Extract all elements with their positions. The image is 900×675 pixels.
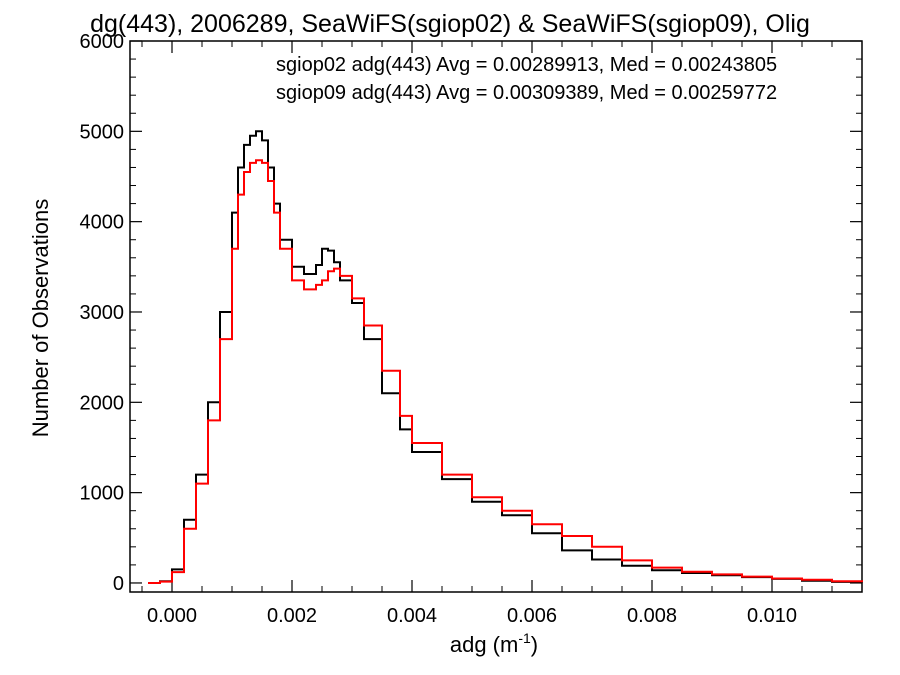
x-axis-ticks: 0.000 0.002 0.004 0.006 0.008 0.010	[141, 41, 863, 627]
x-tick-label: 0.008	[627, 605, 677, 627]
x-tick-label: 0.004	[387, 605, 437, 627]
chart-title: dg(443), 2006289, SeaWiFS(sgiop02) & Sea…	[90, 10, 810, 38]
x-tick-label: 0.010	[747, 605, 797, 627]
plot-border	[129, 40, 863, 593]
y-tick-label: 3000	[80, 302, 125, 324]
y-tick-label: 2000	[80, 392, 125, 414]
x-axis-label-superscript: -1	[518, 630, 531, 646]
y-tick-label: 4000	[80, 212, 125, 234]
legend-entry-sgiop09: sgiop09 adg(443) Avg = 0.00309389, Med =…	[276, 82, 777, 104]
plot-frame	[129, 40, 863, 593]
series-lines	[148, 130, 863, 584]
y-tick-label: 0	[113, 573, 124, 595]
x-tick-label: 0.002	[267, 605, 317, 627]
series-line-sgiop09	[148, 159, 863, 584]
y-axis-ticks: 0 1000 2000 3000 4000 5000 6000	[80, 31, 862, 595]
y-tick-label: 5000	[80, 121, 125, 143]
series-line-sgiop02	[148, 130, 863, 584]
y-tick-label: 1000	[80, 483, 125, 505]
y-tick-label: 6000	[80, 31, 125, 53]
x-axis-label-tail: )	[531, 632, 538, 657]
x-axis-label-main: adg (m	[450, 632, 518, 657]
x-tick-label: 0.006	[507, 605, 557, 627]
y-axis-label: Number of Observations	[28, 199, 53, 437]
x-axis-label: adg (m-1)	[450, 630, 538, 657]
legend-entry-sgiop02: sgiop02 adg(443) Avg = 0.00289913, Med =…	[276, 54, 777, 76]
x-tick-label: 0.000	[147, 605, 197, 627]
